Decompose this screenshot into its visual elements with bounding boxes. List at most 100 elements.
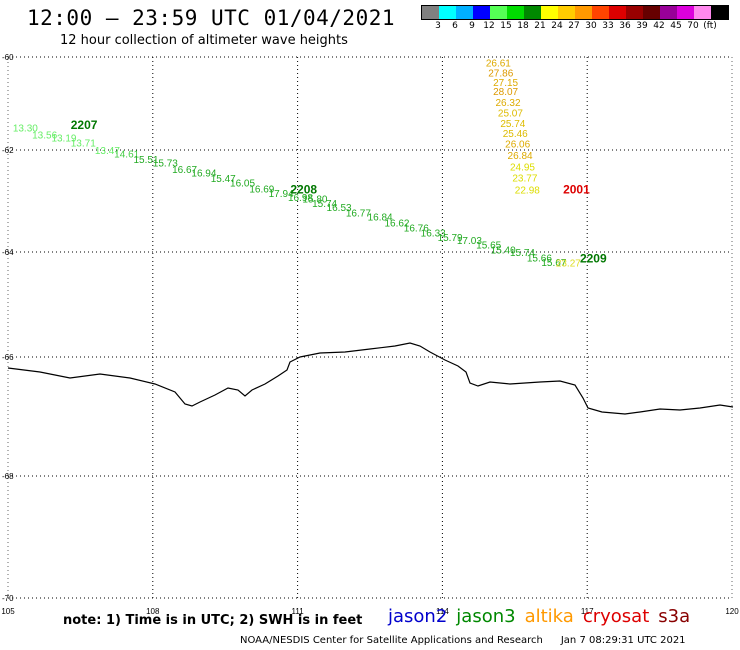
lat-tick-label: -66 [2, 353, 14, 362]
wave-height-value: 27.15 [493, 78, 518, 89]
wave-height-value: 16.62 [384, 219, 409, 230]
satellite-jason2: jason2 [388, 606, 448, 627]
satellite-s3a: s3a [658, 606, 691, 627]
pass-time-label: 2207 [71, 118, 98, 132]
wave-height-value: 16.33 [421, 229, 446, 240]
pass-time-label: 2001 [563, 182, 590, 196]
wave-height-value: 16.67 [172, 165, 197, 176]
wave-height-value: 15.65 [476, 240, 501, 251]
lon-tick-label: 108 [146, 607, 160, 616]
wave-height-value: 16.77 [346, 208, 371, 219]
wave-height-value: 24.95 [510, 162, 535, 173]
wave-height-value: 17.94 [269, 189, 294, 200]
wave-height-value: 16.69 [249, 184, 274, 195]
legend-swatch [660, 6, 677, 19]
legend-tick-label: 27 [568, 21, 580, 31]
wave-height-value: 15.73 [153, 158, 178, 169]
wave-height-value: 15.40 [491, 246, 516, 257]
track-jason3: 13.3013.5613.1913.7113.4714.6115.5115.73… [13, 118, 338, 210]
wave-height-value: 16.98 [288, 193, 313, 204]
wave-height-value: 17.03 [457, 236, 482, 247]
satellite-legend: jason2 jason3 altika cryosat s3a [388, 606, 699, 627]
pass-time-label: 2209 [580, 252, 607, 266]
legend-tick-label: 12 [483, 21, 495, 31]
wave-height-value: 15.47 [211, 174, 236, 185]
color-legend: 3 6 9 12 15 18 21 24 27 30 33 36 39 42 45 70 (ft) [421, 5, 729, 34]
wave-height-value: 15.67 [541, 258, 566, 269]
legend-tick-label: 15 [500, 21, 512, 31]
page-subtitle: 12 hour collection of altimeter wave hei… [60, 33, 348, 48]
track-jason3: 16.5316.7716.8416.6216.7616.3315.7917.03… [290, 182, 581, 269]
wave-height-value: 26.84 [508, 151, 533, 162]
legend-swatch [626, 6, 643, 19]
wave-height-value: 13.71 [71, 138, 96, 149]
wave-height-value: 26.06 [505, 140, 530, 151]
wave-height-value: 15.79 [438, 233, 463, 244]
map-grid [7, 56, 733, 599]
legend-tick-label: 24 [551, 21, 563, 31]
wave-height-value: 16.76 [404, 224, 429, 235]
wave-height-value: 13.30 [13, 123, 38, 134]
lon-tick-label: 111 [292, 607, 305, 616]
map-frame [7, 56, 733, 599]
legend-tick-label: 30 [585, 21, 597, 31]
lat-tick-label: -62 [2, 146, 14, 155]
wave-height-value: 22.98 [515, 185, 540, 196]
wave-height-value: 16.84 [368, 212, 393, 223]
legend-swatch [643, 6, 660, 19]
lat-tick-label: -60 [2, 53, 14, 62]
wave-height-value: 16.53 [327, 203, 352, 214]
legend-tick-labels: 3 6 9 12 15 18 21 24 27 30 33 36 39 42 45 70 (ft) [421, 20, 729, 34]
legend-swatch [609, 6, 626, 19]
axis-labels: -60 -62 -64 -66 -68 -70 105 108 111 114 117 120 [1, 53, 739, 616]
wave-height-value: 27.86 [488, 69, 513, 80]
wave-height-value: 23.27 [556, 259, 581, 270]
legend-tick-label: 3 [435, 21, 441, 31]
wave-height-value: 15.80 [302, 195, 327, 206]
note-text: note: 1) Time is in UTC; 2) SWH is in fe… [63, 613, 363, 628]
lat-tick-label: -64 [2, 248, 14, 257]
wave-height-value: 13.19 [51, 134, 76, 145]
legend-tick-label: 6 [452, 21, 458, 31]
legend-tick-label: 70 [687, 21, 699, 31]
legend-swatch [575, 6, 592, 19]
legend-swatch [694, 6, 711, 19]
satellite-jason3: jason3 [456, 606, 516, 627]
wave-height-tracks: 13.3013.5613.1913.7113.4714.6115.5115.73… [13, 58, 607, 269]
lon-tick-label: 117 [581, 607, 594, 616]
legend-swatch [456, 6, 473, 19]
legend-tick-label: 9 [469, 21, 475, 31]
track-altika: 26.6127.8627.1528.0726.3225.0725.7425.46… [486, 58, 540, 196]
wave-height-value: 15.74 [510, 248, 535, 259]
legend-tick-label: 21 [534, 21, 546, 31]
credit-text: NOAA/NESDIS Center for Satellite Applica… [240, 635, 543, 646]
wave-height-value: 13.56 [32, 130, 57, 141]
lat-tick-label: -68 [2, 472, 14, 481]
satellite-cryosat: cryosat [582, 606, 650, 627]
pass-time-label: 2208 [290, 182, 317, 196]
satellite-altika: altika [524, 606, 574, 627]
legend-swatch [439, 6, 456, 19]
wave-height-value: 15.51 [133, 155, 158, 166]
lon-tick-label: 120 [725, 607, 739, 616]
track-cryosat: 2001 [563, 182, 590, 196]
legend-swatch [490, 6, 507, 19]
legend-swatch [592, 6, 609, 19]
legend-swatch [524, 6, 541, 19]
lon-tick-label: 114 [436, 607, 449, 616]
credit-line: NOAA/NESDIS Center for Satellite Applica… [240, 635, 686, 646]
wave-height-value: 16.05 [230, 179, 255, 190]
credit-timestamp: Jan 7 08:29:31 UTC 2021 [560, 635, 686, 646]
legend-tick-label: 42 [653, 21, 665, 31]
legend-tick-label: (ft) [703, 21, 717, 31]
legend-tick-label: 33 [602, 21, 614, 31]
wave-height-value: 14.61 [114, 150, 139, 161]
wave-height-value: 15.66 [527, 253, 552, 264]
wave-height-value: 26.32 [495, 98, 520, 109]
legend-swatch [541, 6, 558, 19]
legend-tick-label: 18 [517, 21, 529, 31]
wave-height-value: 16.94 [191, 169, 216, 180]
legend-swatches [421, 5, 729, 20]
legend-swatch [558, 6, 575, 19]
